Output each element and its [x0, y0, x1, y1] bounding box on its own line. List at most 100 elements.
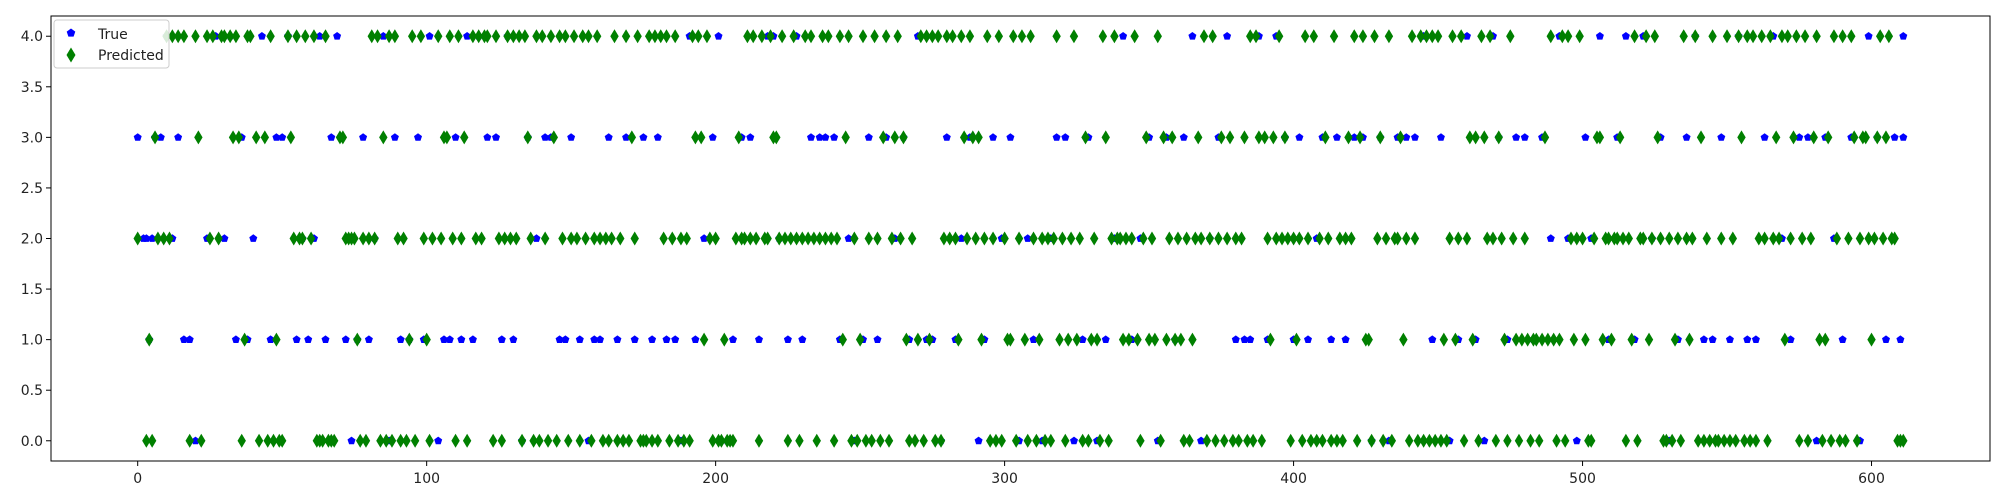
true-point	[327, 133, 336, 141]
predicted-point	[1081, 130, 1090, 145]
predicted-point	[1352, 433, 1362, 448]
predicted-point	[948, 29, 957, 44]
true-point	[648, 335, 657, 343]
predicted-point	[266, 29, 275, 44]
true-point	[639, 133, 648, 141]
predicted-point	[1118, 332, 1128, 347]
predicted-point	[1188, 332, 1197, 347]
true-point	[844, 234, 853, 242]
y-tick-label: 1.5	[21, 282, 43, 298]
predicted-point	[1717, 231, 1726, 246]
predicted-point	[627, 130, 637, 145]
predicted-point	[795, 433, 804, 448]
true-point	[1838, 335, 1847, 343]
predicted-point	[168, 29, 177, 44]
predicted-point	[1861, 130, 1870, 145]
predicted-point	[1266, 332, 1275, 347]
true-point	[807, 133, 815, 141]
predicted-point	[942, 29, 952, 44]
predicted-point	[503, 29, 512, 44]
predicted-point	[263, 433, 272, 448]
true-point	[359, 133, 368, 141]
predicted-point	[1745, 433, 1755, 448]
predicted-point	[630, 231, 639, 246]
predicted-point	[1318, 433, 1327, 448]
predicted-point	[1055, 332, 1064, 347]
predicted-point	[1378, 433, 1388, 448]
predicted-point	[364, 231, 374, 246]
predicted-point	[670, 29, 680, 44]
predicted-point	[1205, 231, 1214, 246]
predicted-point	[618, 433, 628, 448]
true-point	[425, 32, 434, 40]
true-point	[1546, 234, 1555, 242]
predicted-point	[145, 332, 154, 347]
predicted-point	[552, 433, 561, 448]
predicted-point	[269, 433, 278, 448]
true-point	[414, 133, 422, 141]
true-point	[1520, 133, 1529, 141]
predicted-point	[717, 433, 726, 448]
true-point	[567, 133, 576, 141]
predicted-point	[408, 29, 417, 44]
predicted-point	[1298, 433, 1307, 448]
predicted-point	[1058, 231, 1067, 246]
predicted-point	[500, 231, 509, 246]
predicted-point	[147, 433, 157, 448]
predicted-point	[1899, 433, 1908, 448]
predicted-point	[1272, 231, 1281, 246]
predicted-point	[1624, 231, 1633, 246]
true-point	[1240, 335, 1249, 343]
predicted-point	[890, 130, 899, 145]
predicted-point	[578, 29, 587, 44]
predicted-point	[957, 29, 966, 44]
predicted-point	[945, 231, 954, 246]
predicted-point	[301, 29, 310, 44]
true-point	[1699, 335, 1708, 343]
true-point	[492, 133, 500, 141]
predicted-point	[1248, 433, 1258, 448]
predicted-point	[1072, 332, 1082, 347]
predicted-point	[665, 433, 674, 448]
predicted-point	[150, 130, 160, 145]
predicted-point	[971, 231, 980, 246]
predicted-point	[1373, 231, 1382, 246]
predicted-point	[974, 130, 983, 145]
predicted-point	[1731, 433, 1740, 448]
predicted-point	[410, 433, 420, 448]
predicted-point	[1089, 231, 1099, 246]
predicted-point	[286, 130, 296, 145]
predicted-point	[1644, 332, 1654, 347]
true-point	[148, 234, 157, 242]
predicted-point	[1890, 231, 1899, 246]
predicted-point	[1800, 29, 1810, 44]
predicted-point	[668, 231, 677, 246]
predicted-point	[159, 231, 168, 246]
true-point	[1621, 32, 1630, 40]
true-point	[347, 436, 356, 445]
predicted-point	[1165, 231, 1174, 246]
true-point	[1882, 335, 1890, 343]
predicted-point	[1251, 29, 1261, 44]
predicted-point	[613, 433, 622, 448]
predicted-point	[1069, 29, 1079, 44]
predicted-point	[673, 433, 683, 448]
predicted-point	[896, 231, 905, 246]
predicted-point	[228, 130, 238, 145]
predicted-point	[396, 433, 405, 448]
predicted-point	[1503, 433, 1512, 448]
predicted-point	[1156, 433, 1165, 448]
predicted-point	[191, 29, 200, 44]
predicted-point	[581, 231, 590, 246]
true-point	[575, 335, 584, 343]
true-point	[292, 335, 301, 343]
predicted-point	[1835, 433, 1844, 448]
predicted-point	[1777, 29, 1787, 44]
predicted-point	[422, 332, 431, 347]
predicted-point	[1199, 29, 1209, 44]
predicted-point	[679, 433, 689, 448]
y-tick-label: 3.0	[21, 130, 43, 146]
predicted-point	[1881, 130, 1891, 145]
predicted-point	[798, 231, 807, 246]
predicted-point	[616, 231, 625, 246]
